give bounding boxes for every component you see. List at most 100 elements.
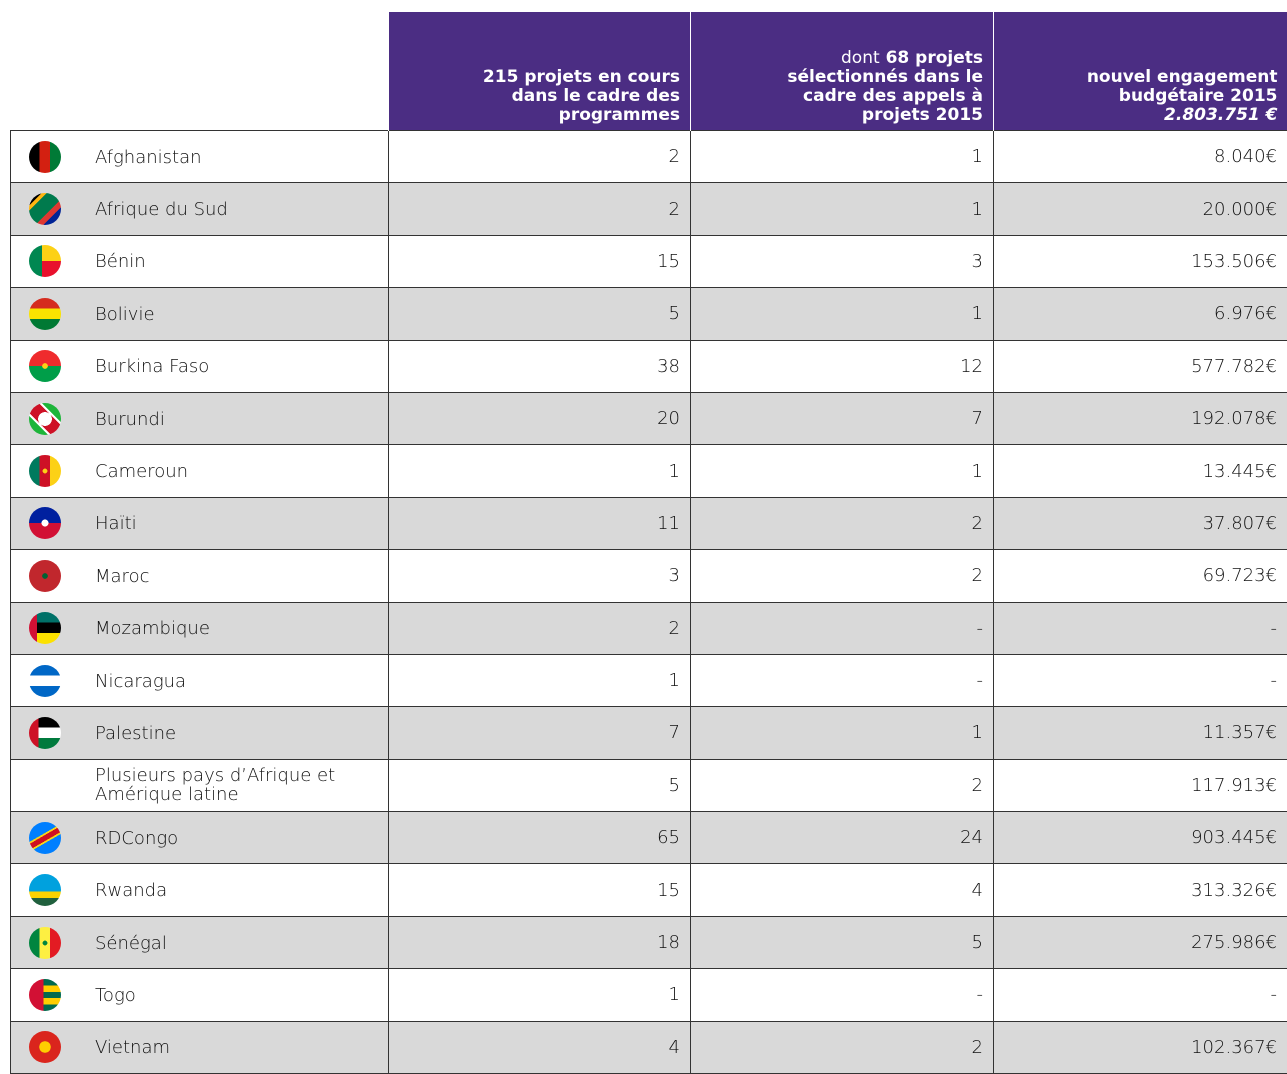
table: 215 projets en cours dans le cadre des p… xyxy=(10,12,1287,1074)
value-cell: 2 xyxy=(389,183,691,235)
flag-icon xyxy=(29,245,61,277)
country-name: Maroc xyxy=(95,567,149,586)
value-cell: 2 xyxy=(691,497,994,549)
value-cell: - xyxy=(994,602,1287,654)
header-row: 215 projets en cours dans le cadre des p… xyxy=(11,12,1287,131)
country-cell: Bolivie xyxy=(11,288,389,340)
country-name: Palestine xyxy=(95,724,176,743)
flag-icon xyxy=(29,665,61,697)
value-cell: 1 xyxy=(691,707,994,759)
value-cell: 6.976€ xyxy=(994,288,1287,340)
country-cell: Bénin xyxy=(11,235,389,287)
country-cell: Sénégal xyxy=(11,916,389,968)
flag-icon xyxy=(29,822,61,854)
value-cell: 7 xyxy=(389,707,691,759)
country-name: Sénégal xyxy=(95,934,167,953)
country-cell: Vietnam xyxy=(11,1021,389,1073)
flag-icon xyxy=(29,507,61,539)
country-cell: Afrique du Sud xyxy=(11,183,389,235)
value-cell: 153.506€ xyxy=(994,235,1287,287)
value-cell: 1 xyxy=(691,131,994,183)
value-cell: 2 xyxy=(691,1021,994,1073)
value-cell: 1 xyxy=(691,288,994,340)
country-name: RDCongo xyxy=(95,829,178,848)
value-cell: 275.986€ xyxy=(994,916,1287,968)
value-cell: 117.913€ xyxy=(994,759,1287,811)
header-text: 68 projets sélectionnés dans le cadre de… xyxy=(787,48,983,125)
header-text: 215 projets en cours dans le cadre des p… xyxy=(483,67,680,125)
value-cell: 5 xyxy=(691,916,994,968)
value-cell: - xyxy=(691,654,994,706)
header-text: nouvel engagement budgétaire 2015 xyxy=(1087,67,1278,106)
value-cell: 12 xyxy=(691,340,994,392)
country-name: Bolivie xyxy=(95,305,155,324)
value-cell: 8.040€ xyxy=(994,131,1287,183)
value-cell: - xyxy=(691,969,994,1021)
value-cell: 5 xyxy=(389,288,691,340)
value-cell: 4 xyxy=(691,864,994,916)
country-name: Haïti xyxy=(95,514,137,533)
value-cell: 1 xyxy=(389,654,691,706)
flag-icon xyxy=(29,612,61,644)
flag-icon xyxy=(29,717,61,749)
value-cell: 15 xyxy=(389,235,691,287)
value-cell: 11 xyxy=(389,497,691,549)
value-cell: 1 xyxy=(691,445,994,497)
country-cell: RDCongo xyxy=(11,812,389,864)
value-cell: 577.782€ xyxy=(994,340,1287,392)
value-cell: 903.445€ xyxy=(994,812,1287,864)
value-cell: 15 xyxy=(389,864,691,916)
blank-header xyxy=(11,12,389,131)
value-cell: 2 xyxy=(389,602,691,654)
country-cell: Nicaragua xyxy=(11,654,389,706)
value-cell: 2 xyxy=(691,550,994,602)
value-cell: 3 xyxy=(691,235,994,287)
flag-icon xyxy=(29,193,61,225)
country-cell: Afghanistan xyxy=(11,131,389,183)
flag-icon xyxy=(29,350,61,382)
value-cell: 3 xyxy=(389,550,691,602)
header-text: dont xyxy=(841,48,880,68)
value-cell: 20 xyxy=(389,392,691,444)
header-cell: 215 projets en cours dans le cadre des p… xyxy=(389,12,691,131)
country-name: Bénin xyxy=(95,252,146,271)
country-name: Cameroun xyxy=(95,462,188,481)
value-cell: 313.326€ xyxy=(994,864,1287,916)
flag-icon xyxy=(29,560,61,592)
table-row: Plusieurs pays d’Afrique et Amérique lat… xyxy=(11,759,1287,811)
value-cell: - xyxy=(994,969,1287,1021)
flag-icon xyxy=(29,403,61,435)
country-name: Afrique du Sud xyxy=(95,200,228,219)
country-cell: Haïti xyxy=(11,497,389,549)
country-name: Vietnam xyxy=(95,1038,170,1057)
country-name: Afghanistan xyxy=(95,148,202,167)
header-cell: dont 68 projets sélectionnés dans le cad… xyxy=(691,12,994,131)
country-name: Togo xyxy=(95,986,136,1005)
value-cell: 2 xyxy=(389,131,691,183)
value-cell: - xyxy=(994,654,1287,706)
value-cell: 1 xyxy=(389,969,691,1021)
country-name: Plusieurs pays d’Afrique et Amérique lat… xyxy=(95,766,355,804)
country-name: Mozambique xyxy=(95,619,210,638)
country-cell: Burkina Faso xyxy=(11,340,389,392)
value-cell: 13.445€ xyxy=(994,445,1287,497)
value-cell: 5 xyxy=(389,759,691,811)
country-cell: Plusieurs pays d’Afrique et Amérique lat… xyxy=(11,759,389,811)
country-name: Nicaragua xyxy=(95,672,186,691)
header-text: 2.803.751 € xyxy=(1164,105,1277,125)
value-cell: 69.723€ xyxy=(994,550,1287,602)
